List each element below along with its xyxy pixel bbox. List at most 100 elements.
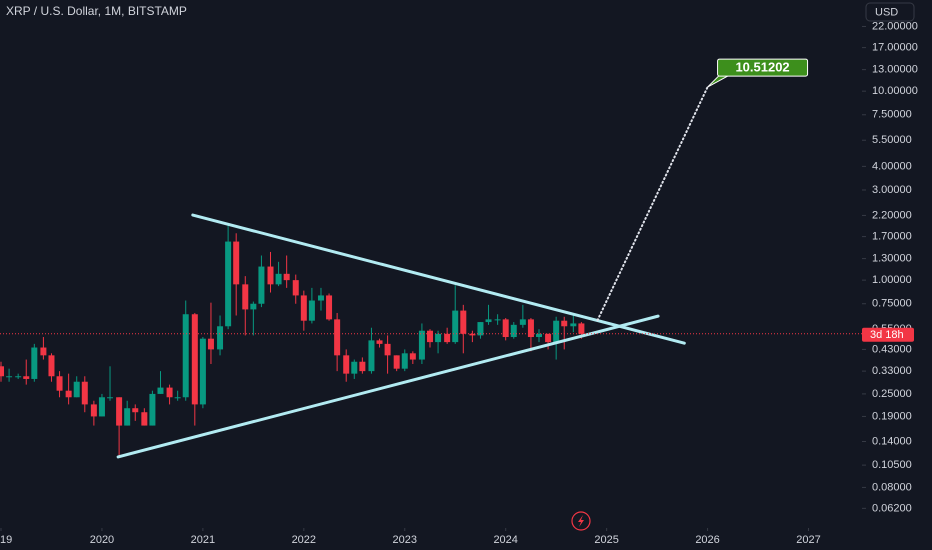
currency-box[interactable] xyxy=(865,2,915,22)
candle-body xyxy=(545,333,552,343)
candle-body xyxy=(477,322,484,336)
candle-body xyxy=(250,303,257,310)
plot-area: 10.51202 xyxy=(0,58,862,459)
y-tick-label: 0.75000 xyxy=(872,298,912,310)
candle-body xyxy=(242,284,249,310)
y-tick-label: 13.00000 xyxy=(872,64,918,76)
x-tick-label: 19 xyxy=(0,534,12,546)
y-tick-label: 0.06200 xyxy=(872,502,912,514)
candle-body xyxy=(225,241,232,327)
candle-body xyxy=(182,314,189,398)
candle-body xyxy=(56,376,63,391)
candle-body xyxy=(124,408,131,426)
candle-body xyxy=(40,347,47,356)
candle-body xyxy=(300,295,307,321)
candle-body xyxy=(283,273,290,281)
x-tick-label: 2022 xyxy=(292,534,316,546)
candle-body xyxy=(141,412,148,426)
candle-body xyxy=(292,280,299,296)
candle-body xyxy=(401,353,408,369)
y-tick-label: 0.10500 xyxy=(872,459,912,471)
y-tick-label: 7.50000 xyxy=(872,109,912,121)
chart-title: XRP / U.S. Dollar, 1M, BITSTAMP xyxy=(6,4,187,18)
candle-body xyxy=(48,355,55,377)
candle-body xyxy=(527,319,534,338)
x-tick-label: 2024 xyxy=(493,534,517,546)
candle-body xyxy=(90,404,97,417)
candle-body xyxy=(275,273,282,285)
candle-body xyxy=(23,376,30,379)
candle-body xyxy=(132,408,139,413)
trendline xyxy=(191,213,686,345)
y-tick-label: 4.00000 xyxy=(872,160,912,172)
candle-body xyxy=(73,381,80,398)
y-tick-label: 0.43000 xyxy=(872,343,912,355)
x-tick-label: 2025 xyxy=(594,534,618,546)
candle-body xyxy=(444,333,451,343)
candle-body xyxy=(334,319,341,356)
candle-body xyxy=(536,333,543,338)
x-tick-label: 2021 xyxy=(191,534,215,546)
y-tick-label: 1.30000 xyxy=(872,253,912,265)
currency[interactable]: USD xyxy=(875,6,898,18)
candle-body xyxy=(519,319,526,325)
candle-body xyxy=(393,355,400,369)
y-tick-label: 1.00000 xyxy=(872,274,912,286)
x-tick-label: 2020 xyxy=(90,534,114,546)
countdown: 3d 18h xyxy=(870,329,904,341)
trendline xyxy=(116,314,660,459)
x-tick-label: 2026 xyxy=(695,534,719,546)
y-tick-label: 22.00000 xyxy=(872,20,918,32)
candle-body xyxy=(485,319,492,323)
candle-body xyxy=(426,330,433,343)
candle-body xyxy=(409,353,416,360)
y-tick-label: 17.00000 xyxy=(872,42,918,54)
candle-body xyxy=(376,340,383,344)
candle-body xyxy=(258,266,265,304)
candle-body xyxy=(107,397,114,399)
candle-body xyxy=(561,320,568,327)
candle-body xyxy=(343,355,350,374)
y-tick-label: 2.20000 xyxy=(872,209,912,221)
candle-body xyxy=(191,314,198,405)
candle-body xyxy=(65,390,72,398)
y-tick-label: 5.50000 xyxy=(872,134,912,146)
current-price-tag xyxy=(862,327,914,342)
candle-body xyxy=(207,338,214,350)
candle-body xyxy=(308,300,315,321)
projection-line xyxy=(596,86,709,322)
candle-body xyxy=(0,366,5,377)
candle-body xyxy=(267,266,274,285)
y-tick-label: 0.33000 xyxy=(872,365,912,377)
candle-body xyxy=(418,330,425,360)
candle-body xyxy=(494,319,501,321)
x-tick-label: 2023 xyxy=(393,534,417,546)
candle-body xyxy=(452,310,459,343)
candle-body xyxy=(81,381,88,405)
candle-body xyxy=(502,319,509,338)
y-tick-label: 0.08000 xyxy=(872,481,912,493)
y-tick-label: 0.14000 xyxy=(872,435,912,447)
candle-body xyxy=(469,333,476,336)
x-tick-label: 2027 xyxy=(796,534,820,546)
lightning-icon[interactable] xyxy=(571,511,591,531)
candle-body xyxy=(157,387,164,394)
candle-body xyxy=(317,295,324,301)
candle-body xyxy=(31,347,38,379)
projection-label: 10.51202 xyxy=(735,60,789,75)
y-tick-label: 0.19000 xyxy=(872,410,912,422)
candle-body xyxy=(15,376,22,378)
y-tick-label: 0.25000 xyxy=(872,388,912,400)
candle-body xyxy=(233,241,240,285)
candle-body xyxy=(98,397,105,417)
candle-body xyxy=(510,324,517,338)
candle-body xyxy=(351,361,358,374)
candle-body xyxy=(578,323,585,334)
candle-body xyxy=(166,387,173,398)
candle-body xyxy=(359,361,366,372)
candle-body xyxy=(199,338,206,405)
candle-body xyxy=(149,393,156,426)
